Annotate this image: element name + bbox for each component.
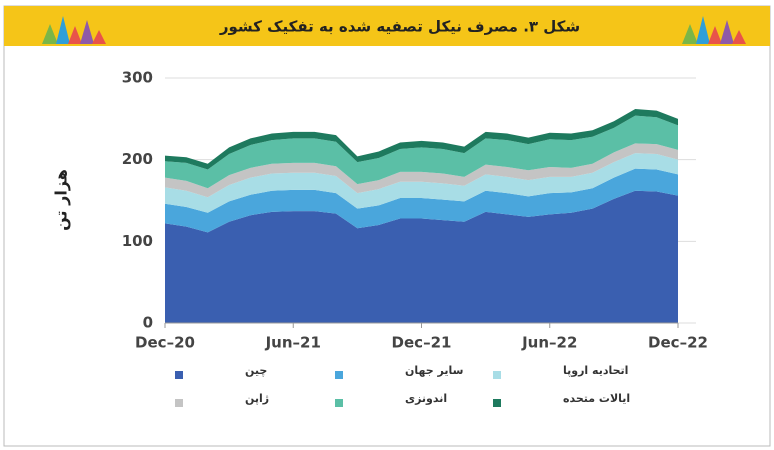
area: [165, 143, 678, 198]
legend-label: ژاپن: [245, 392, 269, 405]
y-tick-label: 100: [122, 232, 153, 250]
legend-swatch: [335, 371, 343, 379]
x-tick-label: Jun–22: [521, 334, 577, 352]
area: [165, 109, 678, 170]
legend-swatch: [493, 371, 501, 379]
legend-label: چین: [245, 364, 267, 377]
x-tick-label: Dec–20: [135, 334, 195, 352]
legend-swatch: [493, 399, 501, 407]
y-axis-label: هزار تن: [52, 169, 71, 231]
header-band: [4, 6, 770, 46]
area: [165, 168, 678, 233]
logo-right: [682, 16, 746, 44]
x-tick-label: Dec–21: [392, 334, 452, 352]
legend-swatch: [175, 371, 183, 379]
legend-label: سایر جهان: [405, 364, 463, 377]
legend-swatch: [335, 399, 343, 407]
chart-title: شکل ۳. مصرف نیکل تصفیه شده به تفکیک کشور: [219, 18, 580, 36]
area: [165, 115, 678, 189]
x-tick-label: Dec–22: [648, 334, 708, 352]
y-tick-label: 200: [122, 150, 153, 168]
legend-label: اندونزی: [405, 392, 447, 405]
area: [165, 153, 678, 213]
legend-swatch: [175, 399, 183, 407]
y-tick-label: 300: [122, 69, 153, 87]
legend-label: ایالات متحده: [563, 392, 630, 405]
logo-left: [42, 16, 106, 44]
area: [165, 190, 678, 323]
x-tick-label: Jun–21: [265, 334, 321, 352]
legend-label: اتحادیه اروپا: [563, 364, 628, 377]
y-tick-label: 0: [143, 314, 153, 332]
